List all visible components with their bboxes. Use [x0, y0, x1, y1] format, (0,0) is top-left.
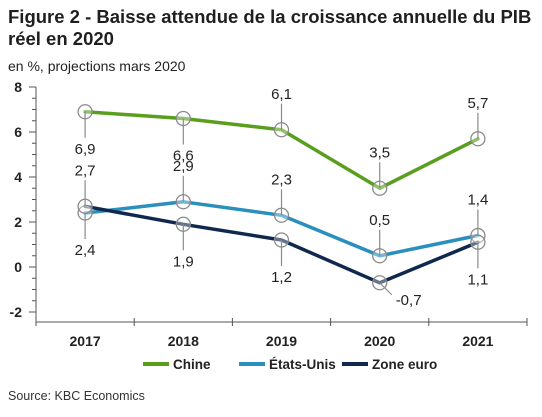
data-label: 5,7	[467, 95, 488, 112]
axes: -2 0 2 4 6 8 2017 2018 2019 2020 2021	[10, 79, 528, 349]
x-tick-label: 2019	[266, 333, 297, 349]
legend-label: Zone euro	[372, 357, 437, 372]
x-tick-label: 2021	[462, 333, 493, 349]
data-label: 6,1	[271, 86, 292, 103]
data-label: 2,7	[75, 162, 96, 179]
data-label: 6,9	[75, 141, 96, 158]
data-label: 1,9	[173, 253, 194, 270]
x-tick-label: 2017	[70, 333, 101, 349]
legend-label: Chine	[173, 357, 211, 372]
y-tick-label: 0	[14, 259, 22, 275]
series-line-chine	[83, 110, 480, 191]
data-labels: 6,9 6,6 6,1 3,5 5,7 2,4 2,9 2,3 0,5 1,4 2,7 1,9 1,2 -…	[75, 86, 489, 309]
source-note: Source: KBC Economics	[8, 389, 145, 403]
data-label: 1,1	[467, 271, 488, 288]
series-line--tats-unis	[83, 200, 480, 258]
x-tick-label: 2020	[364, 333, 395, 349]
legend-label: États-Unis	[269, 357, 336, 372]
data-label: -0,7	[396, 292, 422, 309]
y-tick-label: 6	[14, 124, 22, 140]
y-tick-label: 2	[14, 214, 22, 230]
data-label: 1,2	[271, 269, 292, 286]
label-leader-line	[379, 282, 393, 296]
legend: Chine États-Unis Zone euro	[143, 357, 437, 372]
data-label: 2,9	[173, 158, 194, 175]
y-tick-label: 8	[14, 79, 22, 95]
x-tick-label: 2018	[168, 333, 199, 349]
data-label: 3,5	[369, 144, 390, 161]
data-label: 0,5	[369, 212, 390, 229]
data-label: 2,4	[75, 242, 96, 259]
y-tick-label: -2	[10, 304, 23, 320]
chart-subtitle: en %, projections mars 2020	[8, 58, 186, 74]
y-tick-label: 4	[14, 169, 22, 185]
chart-title: Figure 2 - Baisse attendue de la croissa…	[8, 6, 532, 49]
data-label: 2,3	[271, 171, 292, 188]
data-label: 1,4	[467, 192, 488, 209]
data-label: 6,6	[173, 148, 194, 165]
